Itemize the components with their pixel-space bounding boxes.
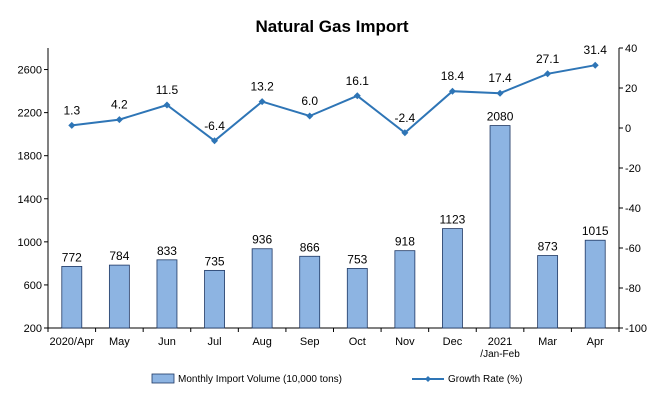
growth-rate-point bbox=[68, 121, 76, 129]
left-tick-label: 1000 bbox=[18, 237, 42, 249]
growth-rate-point bbox=[448, 87, 456, 95]
bar-data-label: 1015 bbox=[582, 224, 609, 238]
x-tick-label: Apr bbox=[587, 336, 604, 348]
bar bbox=[346, 268, 368, 329]
left-tick-label: 2600 bbox=[18, 65, 42, 77]
bar bbox=[204, 269, 225, 329]
right-tick-label: -100 bbox=[625, 323, 647, 335]
right-tick-label: 0 bbox=[625, 123, 631, 135]
line-data-label: 11.5 bbox=[156, 83, 179, 97]
bar bbox=[394, 250, 416, 329]
x-tick-label: 2020/Apr bbox=[49, 336, 94, 348]
x-tick-label: Dec bbox=[443, 336, 463, 348]
legend-line-label: Growth Rate (%) bbox=[448, 374, 522, 385]
legend-bar-swatch bbox=[151, 373, 175, 384]
growth-rate-point bbox=[258, 98, 266, 106]
growth-rate-point bbox=[163, 101, 171, 109]
x-tick-label: /Jan-Feb bbox=[480, 349, 520, 360]
line-data-label: -2.4 bbox=[395, 111, 416, 125]
line-data-label: 31.4 bbox=[584, 43, 608, 57]
left-tick-label: 600 bbox=[24, 280, 42, 292]
bar-data-label: 918 bbox=[395, 235, 415, 249]
bar-data-label: 2080 bbox=[487, 110, 514, 124]
growth-rate-point bbox=[306, 112, 314, 120]
right-tick-label: 40 bbox=[625, 43, 637, 55]
growth-rate-point bbox=[591, 61, 599, 69]
right-tick-label: -80 bbox=[625, 283, 641, 295]
growth-rate-point bbox=[211, 137, 219, 145]
bar-data-label: 936 bbox=[252, 233, 272, 247]
growth-rate-point bbox=[353, 92, 361, 100]
right-tick-label: -20 bbox=[625, 163, 641, 175]
bar bbox=[537, 255, 559, 329]
line-series-group bbox=[68, 61, 599, 145]
growth-rate-point bbox=[115, 116, 123, 124]
line-data-label: 27.1 bbox=[536, 52, 560, 66]
bar bbox=[108, 264, 130, 329]
bar bbox=[299, 255, 321, 329]
chart-title: Natural Gas Import bbox=[255, 17, 408, 36]
line-data-label: 13.2 bbox=[250, 80, 274, 94]
x-tick-label: Sep bbox=[300, 336, 320, 348]
legend-bar-label: Monthly Import Volume (10,000 tons) bbox=[178, 374, 342, 385]
x-tick-label: Jul bbox=[208, 336, 222, 348]
x-tick-label: May bbox=[109, 336, 130, 348]
bar-data-label: 833 bbox=[157, 244, 177, 258]
bar bbox=[61, 265, 83, 329]
bars-group bbox=[61, 125, 606, 329]
line-data-label: 6.0 bbox=[301, 94, 318, 108]
bar-data-label: 753 bbox=[347, 252, 367, 266]
bar-data-label: 873 bbox=[538, 240, 558, 254]
line-data-label: 16.1 bbox=[346, 74, 370, 88]
axes-group: 20060010001400180022002600-100-80-60-40-… bbox=[18, 43, 648, 360]
x-tick-label: Aug bbox=[252, 336, 272, 348]
left-tick-label: 2200 bbox=[18, 108, 42, 120]
bar-labels-group: 772 784 833 735 936 866 753 918 1123 2080 873 1015 bbox=[62, 110, 609, 269]
x-tick-label: Nov bbox=[395, 336, 415, 348]
growth-rate-point bbox=[544, 70, 552, 78]
x-tick-label: Oct bbox=[349, 336, 366, 348]
right-tick-label: 20 bbox=[625, 83, 637, 95]
x-tick-label: Mar bbox=[538, 336, 557, 348]
legend-line-marker bbox=[425, 376, 431, 382]
bar-data-label: 735 bbox=[205, 254, 225, 268]
right-tick-label: -60 bbox=[625, 243, 641, 255]
bar-data-label: 772 bbox=[62, 250, 82, 264]
bar bbox=[489, 125, 511, 329]
bar bbox=[251, 248, 273, 329]
x-tick-label: 2021 bbox=[488, 336, 512, 348]
line-data-label: 4.2 bbox=[111, 98, 128, 112]
bar-data-label: 866 bbox=[300, 240, 320, 254]
left-tick-label: 200 bbox=[24, 323, 42, 335]
line-data-label: 17.4 bbox=[488, 71, 512, 85]
right-tick-label: -40 bbox=[625, 203, 641, 215]
growth-rate-point bbox=[496, 89, 504, 97]
line-data-label: -6.4 bbox=[204, 119, 225, 133]
legend: Monthly Import Volume (10,000 tons) Growt… bbox=[151, 373, 522, 385]
bar bbox=[156, 259, 178, 329]
left-tick-label: 1400 bbox=[18, 194, 42, 206]
bar bbox=[584, 239, 606, 329]
line-labels-group: 1.3 4.2 11.5 -6.4 13.2 6.0 16.1 -2.4 18.4 17.4 27.… bbox=[63, 43, 607, 133]
line-data-label: 18.4 bbox=[441, 69, 465, 83]
left-tick-label: 1800 bbox=[18, 151, 42, 163]
x-tick-label: Jun bbox=[158, 336, 176, 348]
growth-rate-line bbox=[71, 64, 596, 143]
bar-data-label: 784 bbox=[109, 249, 129, 263]
line-data-label: 1.3 bbox=[63, 103, 80, 117]
bar bbox=[442, 228, 463, 329]
growth-rate-point bbox=[401, 129, 409, 137]
bar-data-label: 1123 bbox=[440, 213, 466, 227]
